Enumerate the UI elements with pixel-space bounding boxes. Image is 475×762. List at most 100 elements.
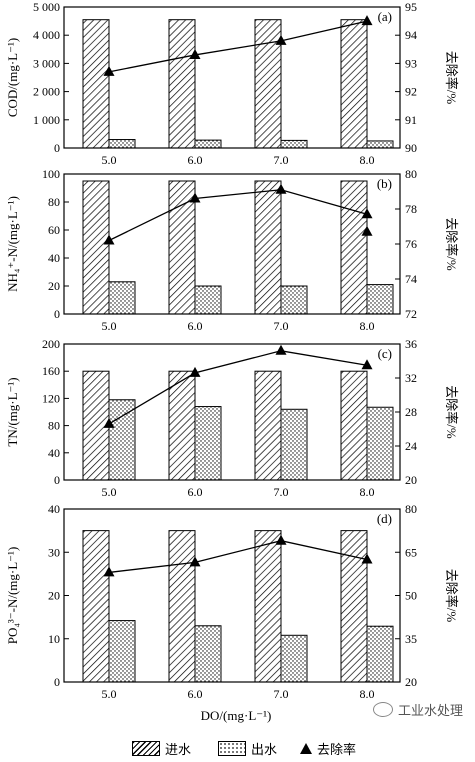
x-tick-label: 5.0: [102, 687, 117, 701]
bar-effluent: [194, 625, 222, 683]
left-axis-label: TN/(mg·L⁻¹): [5, 377, 20, 446]
right-axis-label: 去除率/%: [444, 385, 459, 439]
left-tick-label: 0: [54, 473, 60, 487]
legend-label-effluent: 出水: [251, 742, 278, 757]
left-axis-label: NH₄⁺-N/(mg·L⁻¹): [5, 196, 20, 292]
left-tick-label: 40: [48, 251, 60, 265]
right-tick-label: 28: [405, 405, 417, 419]
left-tick-label: 5 000: [33, 0, 60, 14]
bar-effluent: [366, 406, 394, 481]
removal-line: [108, 189, 368, 242]
bar-influent: [82, 180, 110, 315]
right-tick-label: 80: [405, 502, 417, 516]
chart-panel-d: 0 10 20 30 40 20 35 50 65 80 5.0 6.0 7.0 8.0 (d) PO₄³⁻-…: [5, 502, 459, 701]
right-tick-label: 20: [405, 675, 417, 689]
right-tick-label: 78: [405, 202, 417, 216]
x-tick-label: 6.0: [188, 687, 203, 701]
bar-influent: [168, 19, 196, 149]
bar-influent: [340, 180, 368, 315]
left-tick-label: 4 000: [33, 28, 60, 42]
panel-tag: (d): [377, 511, 392, 526]
right-tick-label: 72: [405, 307, 417, 321]
chart-panel-c: 0 40 80 120 160 200 20 24 28 32 36 5.0 6.0 7.0 8.0 (c) T…: [5, 337, 459, 499]
removal-marker: [361, 15, 373, 26]
removal-line: [108, 20, 368, 73]
removal-marker: [189, 366, 201, 377]
x-tick-label: 5.0: [102, 485, 117, 499]
left-tick-label: 2 000: [33, 85, 60, 99]
removal-marker: [103, 65, 115, 76]
watermark-text: 工业水处理: [397, 703, 463, 718]
removal-marker: [189, 192, 201, 203]
left-tick-label: 60: [48, 223, 60, 237]
bar-influent: [340, 370, 368, 481]
bar-effluent: [280, 285, 308, 315]
legend-label-influent: 进水: [165, 742, 192, 757]
plot-frame: [63, 6, 401, 149]
left-tick-label: 0: [54, 675, 60, 689]
right-tick-label: 24: [405, 439, 417, 453]
right-axis-label: 去除率/%: [444, 569, 459, 623]
right-tick-label: 93: [405, 56, 417, 70]
x-tick-label: 6.0: [188, 153, 203, 167]
bar-effluent: [280, 408, 308, 481]
left-axis-label: COD/(mg·L⁻¹): [5, 38, 20, 117]
right-tick-label: 35: [405, 632, 417, 646]
watermark: 工业水处理: [372, 700, 463, 719]
bar-effluent: [194, 139, 222, 149]
bar-effluent: [108, 399, 136, 481]
right-tick-label: 94: [405, 28, 417, 42]
removal-marker: [275, 534, 287, 545]
chart-panel-b: 0 20 40 60 80 100 72 74 76 78 80 5.0 6.0 7.0 8.0 (b) NH₄…: [5, 167, 459, 333]
left-tick-label: 40: [48, 502, 60, 516]
removal-marker: [361, 553, 373, 564]
bar-effluent: [366, 625, 394, 683]
bar-influent: [254, 180, 282, 315]
removal-line: [108, 350, 368, 425]
bar-influent: [168, 530, 196, 683]
x-tick-label: 8.0: [360, 319, 375, 333]
legend-item-influent: 进水: [132, 739, 191, 758]
right-tick-label: 65: [405, 545, 417, 559]
bar-influent: [168, 370, 196, 481]
x-tick-label: 7.0: [274, 319, 289, 333]
bar-effluent: [280, 634, 308, 683]
left-tick-label: 200: [42, 337, 60, 351]
x-tick-label: 6.0: [188, 319, 203, 333]
removal-marker: [361, 225, 373, 236]
bar-influent: [340, 19, 368, 149]
dots-swatch-icon: [218, 741, 246, 756]
bar-effluent: [194, 406, 222, 481]
x-tick-label: 5.0: [102, 153, 117, 167]
removal-marker: [361, 359, 373, 370]
left-tick-label: 30: [48, 545, 60, 559]
chart-panel-a: 0 1 000 2 000 3 000 4 000 5 000 90 91 92 93 94 95 5.…: [5, 0, 459, 167]
left-tick-label: 80: [48, 419, 60, 433]
x-tick-label: 8.0: [360, 485, 375, 499]
bar-influent: [82, 19, 110, 149]
x-tick-label: 7.0: [274, 153, 289, 167]
x-axis-title: DO/(mg·L⁻¹): [201, 708, 272, 723]
removal-marker: [103, 417, 115, 428]
bar-effluent: [280, 139, 308, 149]
left-tick-label: 0: [54, 307, 60, 321]
bar-influent: [254, 530, 282, 683]
bar-effluent: [108, 281, 136, 315]
left-tick-label: 0: [54, 141, 60, 155]
left-axis-label: PO₄³⁻-N/(mg·L⁻¹): [5, 547, 20, 645]
bar-influent: [340, 530, 368, 683]
right-axis-label: 去除率/%: [444, 51, 459, 105]
triangle-marker-icon: [300, 743, 312, 754]
left-tick-label: 20: [48, 589, 60, 603]
legend-label-removal: 去除率: [317, 742, 357, 757]
panel-tag: (c): [378, 346, 392, 361]
right-tick-label: 74: [405, 272, 417, 286]
right-tick-label: 91: [405, 113, 417, 127]
left-tick-label: 3 000: [33, 56, 60, 70]
right-tick-label: 50: [405, 589, 417, 603]
hatch-swatch-icon: [132, 741, 160, 756]
panel-tag: (a): [378, 9, 392, 24]
right-tick-label: 36: [405, 337, 417, 351]
bar-effluent: [108, 139, 136, 149]
